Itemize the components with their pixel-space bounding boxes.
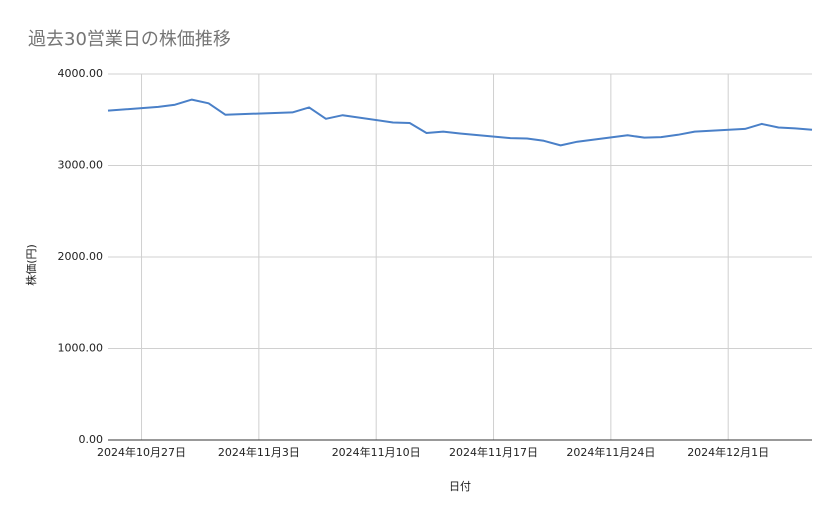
x-tick-label: 2024年11月3日 xyxy=(218,445,300,459)
y-axis-label: 株価(円) xyxy=(24,244,38,286)
y-tick-label: 3000.00 xyxy=(58,159,104,172)
x-tick-label: 2024年12月1日 xyxy=(687,445,769,459)
y-tick-label: 2000.00 xyxy=(58,250,104,263)
x-tick-label: 2024年11月24日 xyxy=(566,445,655,459)
y-tick-label: 0.00 xyxy=(79,433,104,446)
y-tick-label: 1000.00 xyxy=(58,342,104,355)
y-tick-label: 4000.00 xyxy=(58,67,104,80)
chart-title: 過去30営業日の株価推移 xyxy=(28,29,231,50)
x-tick-label: 2024年11月17日 xyxy=(449,445,538,459)
x-tick-label: 2024年11月10日 xyxy=(332,445,421,459)
x-tick-label: 2024年10月27日 xyxy=(97,445,186,459)
data-line xyxy=(107,98,813,147)
x-axis-label: 日付 xyxy=(449,480,471,493)
